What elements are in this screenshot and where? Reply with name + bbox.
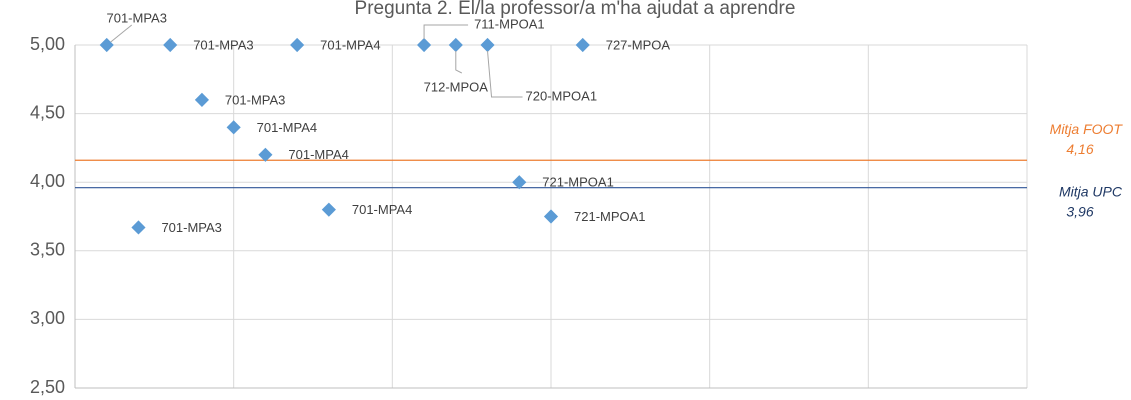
point-label: 701-MPA4 <box>288 147 348 162</box>
point-label: 721-MPOA1 <box>542 175 614 190</box>
point-label: 721-MPOA1 <box>574 209 646 224</box>
point-label: 701-MPA4 <box>257 120 317 135</box>
leader-line <box>110 24 133 43</box>
chart-title: Pregunta 2. El/la professor/a m'ha ajuda… <box>355 0 796 19</box>
point <box>99 37 114 53</box>
y-tick-label: 2,50 <box>30 377 65 397</box>
point-label: 727-MPOA <box>606 37 671 52</box>
reference-value: 3,96 <box>1066 203 1093 219</box>
leader-line <box>423 24 469 39</box>
point <box>321 202 336 217</box>
point-label: 701-MPA4 <box>352 202 412 217</box>
y-tick-label: 3,50 <box>30 240 65 260</box>
point <box>575 37 590 53</box>
y-tick-label: 5,00 <box>30 34 65 54</box>
reference-value: 4,16 <box>1066 141 1093 157</box>
point <box>194 92 210 107</box>
point-label: 701-MPA3 <box>193 37 253 52</box>
point <box>163 37 178 53</box>
y-tick-label: 3,00 <box>30 308 65 328</box>
point-label: 701-MPA3 <box>225 92 285 107</box>
y-tick-label: 4,50 <box>30 102 65 122</box>
point <box>416 37 432 53</box>
y-tick-label: 4,00 <box>30 171 65 191</box>
reference-name: Mitja UPC <box>1059 183 1123 199</box>
point-label: 701-MPA4 <box>320 37 380 52</box>
point <box>512 175 527 190</box>
point-label: 711-MPOA1 <box>474 16 545 31</box>
point <box>448 37 463 53</box>
point <box>258 147 273 162</box>
point <box>480 37 495 53</box>
point-label: 720-MPOA1 <box>526 88 598 103</box>
point-label: 712-MPOA <box>424 79 489 94</box>
leader-line <box>455 51 463 74</box>
reference-name: Mitja FOOT <box>1050 121 1124 137</box>
point-label: 701-MPA3 <box>161 220 221 235</box>
leader-line <box>487 50 523 98</box>
point-label: 701-MPA3 <box>106 10 166 25</box>
point <box>131 220 146 235</box>
point <box>226 120 241 135</box>
point <box>290 37 305 53</box>
point <box>543 209 559 224</box>
